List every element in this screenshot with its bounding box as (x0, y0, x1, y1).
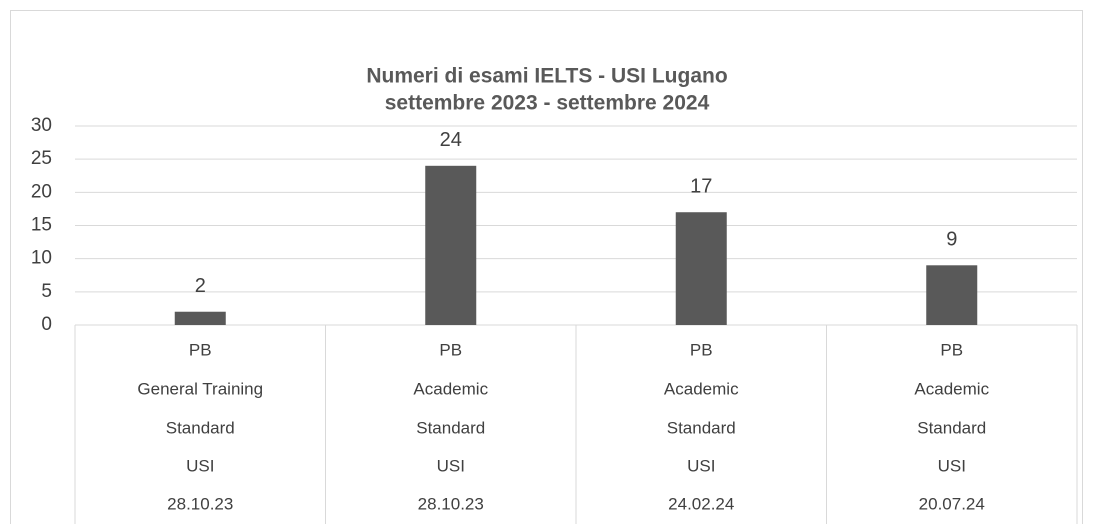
x-tick-label: PB (690, 340, 713, 359)
bar (675, 212, 727, 325)
x-tick-label: PB (189, 340, 212, 359)
data-label: 17 (690, 176, 712, 198)
x-tick-label: Standard (667, 418, 736, 437)
x-tick-label: USI (437, 456, 465, 475)
x-tick-label: USI (186, 456, 214, 475)
y-tick-label: 20 (31, 181, 52, 202)
x-tick-label: 28.10.23 (418, 494, 484, 513)
chart-title: Numeri di esami IELTS - USI Lugano (366, 65, 727, 88)
y-tick-label: 15 (31, 215, 52, 236)
chart-frame (10, 10, 1083, 524)
x-tick-label: 28.10.23 (167, 494, 233, 513)
y-tick-label: 30 (31, 115, 52, 136)
x-tick-label: Standard (416, 418, 485, 437)
x-tick-label: PB (439, 340, 462, 359)
x-tick-label: 20.07.24 (919, 494, 985, 513)
y-tick-label: 10 (31, 248, 52, 269)
data-label: 9 (946, 229, 957, 251)
data-label: 2 (195, 275, 206, 297)
x-tick-label: USI (938, 456, 966, 475)
x-tick-label: Academic (413, 379, 488, 398)
y-tick-label: 0 (41, 314, 52, 335)
bar (174, 311, 226, 325)
data-label: 24 (440, 129, 462, 151)
chart-subtitle: settembre 2023 - settembre 2024 (385, 92, 710, 115)
bar (926, 265, 978, 325)
x-tick-label: Academic (664, 379, 739, 398)
y-tick-label: 5 (41, 281, 52, 302)
x-tick-label: 24.02.24 (668, 494, 734, 513)
y-tick-label: 25 (31, 148, 52, 169)
x-tick-label: USI (687, 456, 715, 475)
x-tick-label: Academic (914, 379, 989, 398)
x-tick-label: Standard (917, 418, 986, 437)
x-tick-label: Standard (166, 418, 235, 437)
x-tick-label: PB (940, 340, 963, 359)
x-tick-label: General Training (137, 379, 263, 398)
bar (425, 165, 477, 325)
